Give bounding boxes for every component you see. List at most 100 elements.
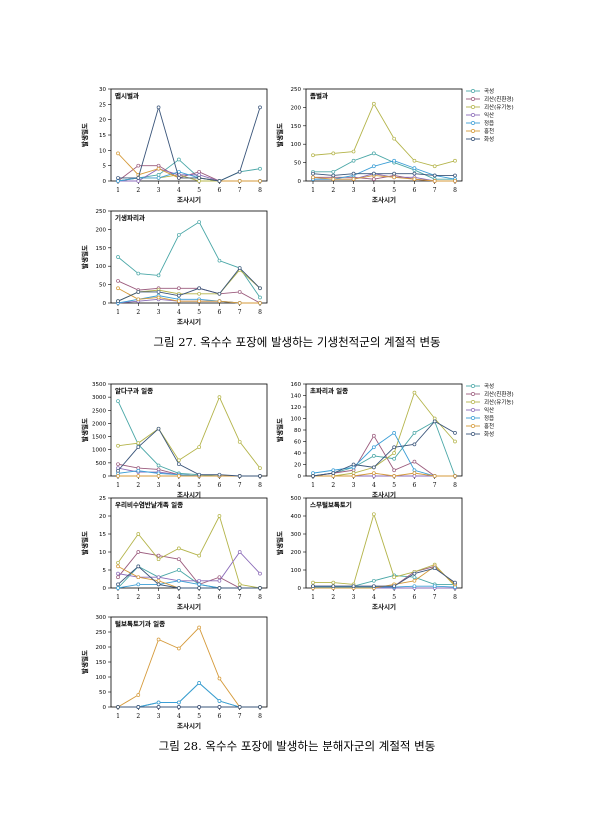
data-point bbox=[217, 514, 222, 518]
data-point bbox=[177, 646, 181, 651]
series-line-1 bbox=[313, 152, 455, 180]
plot-frame bbox=[305, 88, 463, 182]
data-point bbox=[412, 177, 417, 182]
data-point bbox=[372, 164, 376, 169]
legend-marker bbox=[471, 384, 475, 388]
data-point bbox=[453, 431, 457, 435]
series-line-7 bbox=[313, 567, 456, 587]
data-point bbox=[217, 179, 222, 183]
data-point bbox=[197, 179, 201, 183]
data-point bbox=[392, 584, 396, 589]
x-tick-label: 8 bbox=[258, 482, 262, 489]
data-point bbox=[412, 571, 417, 576]
data-point bbox=[351, 474, 356, 478]
x-tick-label: 4 bbox=[372, 594, 376, 601]
data-point bbox=[392, 474, 396, 478]
data-point bbox=[331, 173, 336, 178]
data-point bbox=[392, 171, 396, 176]
legend-label: 괴산(유기농) bbox=[484, 103, 514, 111]
data-point bbox=[177, 705, 181, 709]
y-tick-label: 100 bbox=[291, 142, 302, 148]
data-point bbox=[156, 575, 161, 580]
x-tick-label: 3 bbox=[352, 482, 356, 489]
chart-title: 기생파리과 bbox=[115, 213, 145, 222]
y-tick-label: 250 bbox=[96, 209, 107, 215]
data-point bbox=[237, 266, 242, 270]
legend-label: 정읍 bbox=[484, 120, 494, 127]
data-point bbox=[453, 439, 457, 444]
y-axis-label: 발생밀도 bbox=[80, 418, 89, 442]
data-point bbox=[156, 105, 161, 110]
y-tick-label: 50 bbox=[99, 690, 106, 696]
data-point bbox=[136, 693, 141, 697]
y-tick-label: 200 bbox=[96, 645, 107, 651]
plot-frame bbox=[110, 88, 268, 182]
data-point bbox=[258, 474, 262, 478]
data-point bbox=[432, 179, 437, 183]
y-tick-label: 3500 bbox=[92, 382, 106, 388]
y-tick-label: 0 bbox=[103, 586, 107, 592]
data-point bbox=[177, 293, 181, 298]
chart-title: 스무털보톡토기 bbox=[310, 500, 352, 509]
data-point bbox=[392, 136, 396, 141]
legend-marker bbox=[471, 105, 475, 109]
data-point bbox=[156, 273, 161, 278]
data-point bbox=[392, 575, 396, 580]
data-point bbox=[116, 468, 120, 473]
data-point bbox=[156, 637, 161, 642]
y-tick-label: 30 bbox=[99, 87, 106, 93]
legend-marker bbox=[471, 121, 475, 125]
x-tick-label: 5 bbox=[197, 309, 201, 316]
data-point bbox=[156, 700, 161, 705]
data-point bbox=[136, 532, 141, 536]
x-tick-label: 7 bbox=[238, 482, 242, 489]
data-point bbox=[116, 151, 120, 156]
y-tick-label: 80 bbox=[294, 428, 301, 434]
series-line-4 bbox=[117, 551, 261, 582]
data-point bbox=[412, 166, 417, 170]
data-point bbox=[136, 445, 141, 449]
series-line-2 bbox=[117, 551, 260, 589]
data-point bbox=[392, 431, 396, 435]
x-tick-label: 2 bbox=[136, 713, 140, 720]
data-point bbox=[156, 426, 161, 431]
plot-frame bbox=[110, 383, 268, 477]
y-axis-label: 발생밀도 bbox=[275, 531, 284, 555]
x-tick-label: 2 bbox=[136, 594, 140, 601]
x-tick-label: 4 bbox=[372, 187, 376, 194]
y-tick-label: 10 bbox=[99, 148, 106, 154]
y-tick-label: 0 bbox=[103, 301, 107, 307]
data-point bbox=[177, 474, 181, 478]
series-line-3 bbox=[117, 514, 261, 589]
legend-marker bbox=[471, 113, 475, 117]
data-point bbox=[217, 472, 222, 477]
data-point bbox=[351, 462, 356, 467]
chart-title: 우리비수염반날개족 일종 bbox=[115, 500, 183, 509]
x-tick-label: 8 bbox=[453, 187, 457, 194]
data-point bbox=[372, 101, 376, 106]
series-line-1 bbox=[312, 420, 456, 477]
y-axis-label: 발생밀도 bbox=[80, 650, 89, 674]
chart-title: 알다구과 일종 bbox=[115, 386, 153, 395]
x-tick-label: 7 bbox=[433, 594, 437, 601]
data-point bbox=[372, 433, 376, 438]
data-point bbox=[136, 290, 141, 294]
y-tick-label: 100 bbox=[96, 675, 107, 681]
data-point bbox=[372, 151, 376, 156]
series-line-3 bbox=[312, 102, 456, 167]
data-point bbox=[351, 584, 356, 589]
data-point bbox=[197, 586, 201, 590]
x-tick-label: 4 bbox=[177, 594, 181, 601]
x-tick-label: 6 bbox=[218, 713, 222, 720]
y-tick-label: 250 bbox=[96, 630, 107, 636]
y-tick-label: 15 bbox=[99, 532, 106, 538]
plot-frame bbox=[110, 210, 268, 304]
x-tick-label: 6 bbox=[413, 187, 417, 194]
y-tick-label: 100 bbox=[291, 568, 302, 574]
data-point bbox=[432, 474, 437, 478]
y-tick-label: 300 bbox=[96, 615, 107, 621]
y-axis-label: 발생밀도 bbox=[275, 418, 284, 442]
